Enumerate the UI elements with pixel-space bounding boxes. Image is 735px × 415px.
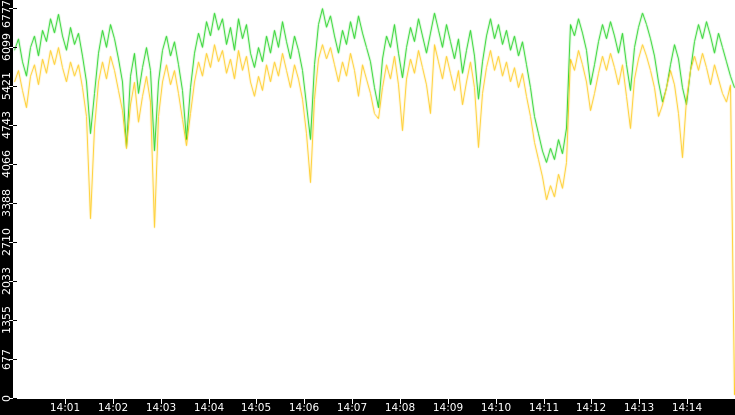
y-tick-mark [9, 47, 13, 48]
x-tick-mark [448, 399, 449, 404]
y-tick-mark [13, 320, 17, 321]
x-tick-label: 14:09 [432, 402, 464, 414]
y-tick-label: 4066 [0, 150, 13, 178]
x-tick-mark [304, 399, 305, 404]
y-tick-mark [13, 359, 17, 360]
x-tick-mark [591, 399, 592, 404]
y-tick-mark [9, 320, 13, 321]
x-tick-label: 14:07 [336, 402, 368, 414]
y-tick-label: 1355 [0, 306, 13, 334]
y-tick-label: 6777 [0, 0, 13, 28]
y-tick-label: 0 [0, 394, 13, 402]
x-tick-label: 14:02 [97, 402, 129, 414]
x-tick-mark [113, 399, 114, 404]
y-tick-mark [9, 398, 13, 399]
y-axis-strip [0, 0, 13, 415]
y-tick-mark [13, 164, 17, 165]
x-tick-label: 14:14 [671, 402, 703, 414]
x-tick-label: 14:03 [145, 402, 177, 414]
x-tick-mark [400, 399, 401, 404]
y-tick-label: 2710 [0, 228, 13, 256]
y-tick-mark [13, 47, 17, 48]
y-tick-mark [9, 359, 13, 360]
x-tick-label: 14:05 [240, 402, 272, 414]
y-tick-mark [13, 398, 17, 399]
y-tick-mark [13, 203, 17, 204]
y-tick-mark [9, 125, 13, 126]
y-tick-label: 6099 [0, 33, 13, 61]
x-tick-mark [65, 399, 66, 404]
x-tick-mark [687, 399, 688, 404]
x-tick-label: 14:08 [384, 402, 416, 414]
x-tick-label: 14:01 [49, 402, 81, 414]
x-tick-mark [544, 399, 545, 404]
y-tick-mark [9, 8, 13, 9]
y-tick-mark [9, 281, 13, 282]
x-tick-mark [352, 399, 353, 404]
y-tick-label: 4743 [0, 111, 13, 139]
x-tick-mark [161, 399, 162, 404]
x-tick-label: 14:06 [288, 402, 320, 414]
y-tick-mark [9, 242, 13, 243]
y-tick-mark [9, 86, 13, 87]
y-tick-label: 677 [0, 348, 13, 370]
y-tick-label: 5421 [0, 72, 13, 100]
x-tick-mark [256, 399, 257, 404]
y-tick-mark [13, 8, 17, 9]
y-tick-mark [13, 86, 17, 87]
y-tick-mark [13, 242, 17, 243]
x-tick-label: 14:11 [528, 402, 560, 414]
y-tick-label: 3388 [0, 189, 13, 217]
y-tick-label: 2033 [0, 267, 13, 295]
x-tick-label: 14:04 [193, 402, 225, 414]
x-tick-mark [496, 399, 497, 404]
x-tick-mark [209, 399, 210, 404]
y-tick-mark [13, 281, 17, 282]
y-tick-mark [9, 164, 13, 165]
x-tick-label: 14:13 [623, 402, 655, 414]
y-tick-mark [13, 125, 17, 126]
y-tick-mark [9, 203, 13, 204]
x-tick-mark [639, 399, 640, 404]
x-tick-label: 14:10 [480, 402, 512, 414]
x-tick-label: 14:12 [575, 402, 607, 414]
x-axis-strip [0, 399, 735, 415]
